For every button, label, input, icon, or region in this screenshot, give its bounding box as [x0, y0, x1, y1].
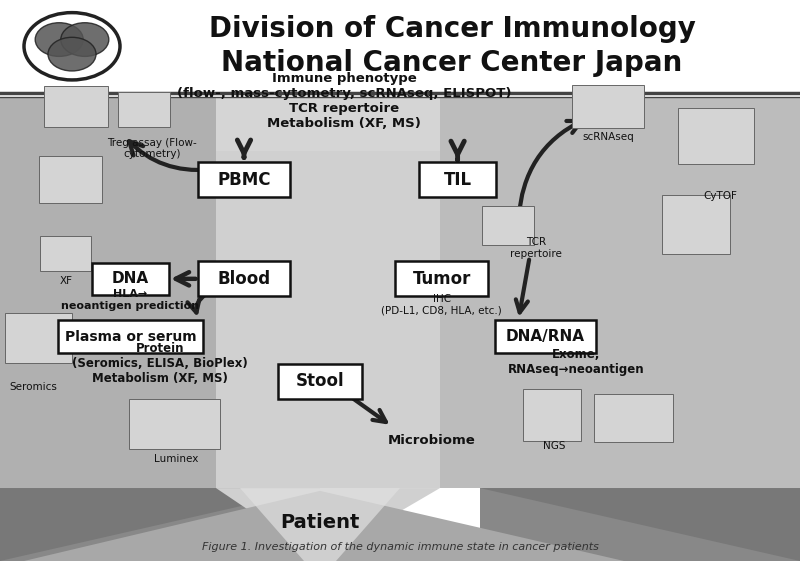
Text: HLA→
neoantigen prediction: HLA→ neoantigen prediction: [62, 289, 199, 311]
Text: DNA/RNA: DNA/RNA: [506, 329, 585, 344]
Text: TIL: TIL: [443, 171, 472, 188]
Text: CyTOF: CyTOF: [703, 191, 737, 201]
FancyBboxPatch shape: [198, 162, 290, 197]
FancyBboxPatch shape: [594, 394, 674, 442]
FancyBboxPatch shape: [482, 206, 534, 245]
FancyBboxPatch shape: [573, 85, 643, 128]
Bar: [0, 97, 216, 488]
Text: Exome,
RNAseq→neoantigen: Exome, RNAseq→neoantigen: [508, 348, 644, 376]
Text: Treg assay (Flow-
cytometry): Treg assay (Flow- cytometry): [107, 138, 197, 159]
Circle shape: [24, 13, 120, 80]
FancyBboxPatch shape: [38, 156, 102, 203]
Text: Protein
(Seromics, ELISA, BioPlex)
Metabolism (XF, MS): Protein (Seromics, ELISA, BioPlex) Metab…: [72, 342, 248, 385]
FancyBboxPatch shape: [45, 86, 107, 127]
Bar: [0, 0, 800, 93]
Bar: [216, 97, 440, 151]
Polygon shape: [0, 488, 320, 561]
Polygon shape: [480, 488, 800, 561]
Text: NGS: NGS: [543, 441, 566, 451]
FancyBboxPatch shape: [523, 389, 581, 441]
Text: Patient: Patient: [280, 513, 360, 532]
FancyBboxPatch shape: [58, 320, 203, 353]
FancyBboxPatch shape: [198, 261, 290, 296]
Text: Plasma or serum: Plasma or serum: [65, 330, 196, 343]
Circle shape: [61, 22, 109, 57]
Polygon shape: [216, 488, 440, 558]
Text: Tumor: Tumor: [413, 270, 470, 288]
Text: Immune phenotype
(flow-, mass-cytometry, scRNAseq, ELISPOT)
TCR repertoire
Metab: Immune phenotype (flow-, mass-cytometry,…: [177, 72, 511, 130]
Text: Figure 1. Investigation of the dynamic immune state in cancer patients: Figure 1. Investigation of the dynamic i…: [202, 542, 598, 552]
FancyBboxPatch shape: [395, 261, 488, 296]
FancyBboxPatch shape: [495, 320, 596, 353]
Text: TCR
repertoire: TCR repertoire: [510, 237, 562, 259]
Text: XF: XF: [60, 275, 73, 286]
Polygon shape: [240, 488, 400, 561]
Polygon shape: [0, 488, 800, 561]
FancyBboxPatch shape: [40, 236, 91, 271]
Polygon shape: [24, 491, 624, 561]
Text: scRNAseq: scRNAseq: [582, 132, 634, 142]
FancyBboxPatch shape: [662, 195, 730, 254]
Circle shape: [48, 38, 96, 71]
Text: National Cancer Center Japan: National Cancer Center Japan: [222, 49, 682, 77]
FancyBboxPatch shape: [678, 108, 754, 164]
Text: PBMC: PBMC: [218, 171, 270, 188]
Circle shape: [35, 22, 83, 57]
Text: Microbiome: Microbiome: [388, 434, 476, 447]
Text: Blood: Blood: [218, 270, 270, 288]
Bar: [216, 97, 440, 488]
Text: Stool: Stool: [296, 373, 344, 390]
Bar: [440, 97, 800, 488]
FancyBboxPatch shape: [129, 399, 220, 449]
Text: Seromics: Seromics: [10, 382, 58, 392]
FancyBboxPatch shape: [5, 312, 72, 362]
Bar: [0, 97, 800, 488]
Text: Division of Cancer Immunology: Division of Cancer Immunology: [209, 16, 695, 43]
Text: Luminex: Luminex: [154, 454, 198, 464]
Text: IHC
(PD-L1, CD8, HLA, etc.): IHC (PD-L1, CD8, HLA, etc.): [382, 295, 502, 316]
FancyBboxPatch shape: [92, 263, 169, 295]
Text: DNA: DNA: [112, 272, 149, 286]
FancyBboxPatch shape: [118, 92, 170, 127]
FancyBboxPatch shape: [419, 162, 496, 197]
FancyBboxPatch shape: [278, 364, 362, 399]
